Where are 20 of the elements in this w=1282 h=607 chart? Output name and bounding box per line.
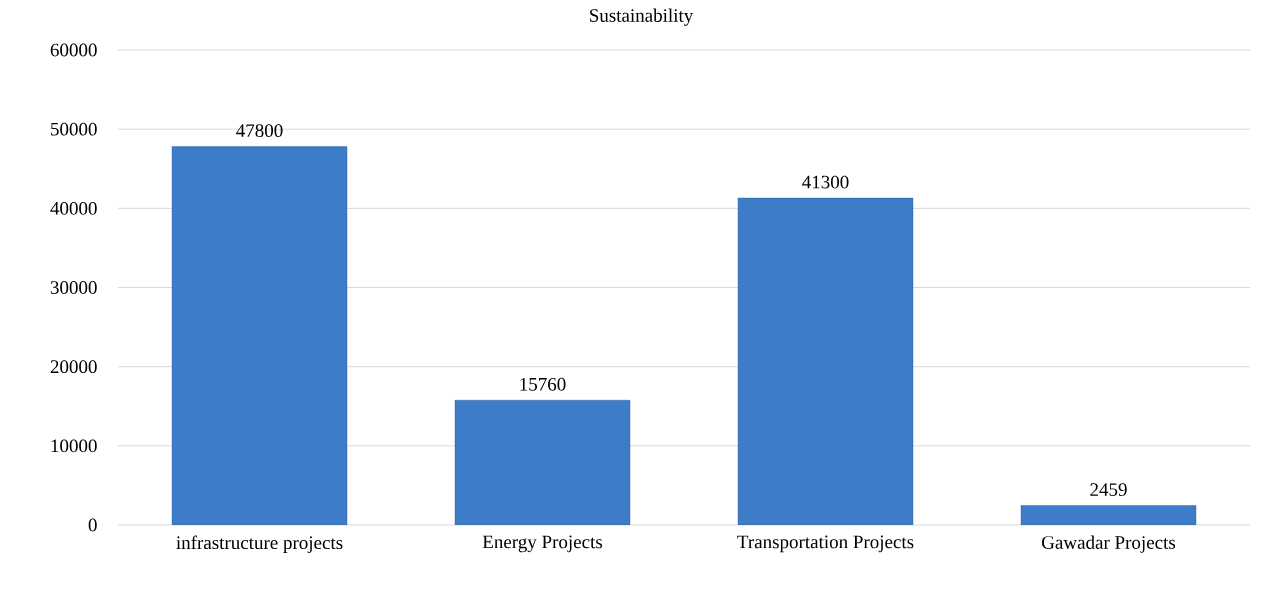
x-tick-label: infrastructure projects xyxy=(176,535,343,553)
y-tick-label: 50000 xyxy=(51,122,97,136)
y-tick-label: 60000 xyxy=(50,43,97,57)
bar xyxy=(1020,505,1197,525)
x-tick-label: Transportation Projects xyxy=(737,535,914,553)
data-label: 47800 xyxy=(236,124,283,138)
chart-title: Sustainability xyxy=(590,8,694,26)
data-label: 15760 xyxy=(520,377,566,391)
y-tick-label: 30000 xyxy=(50,281,97,294)
x-tick-label: Energy Projects xyxy=(482,535,603,553)
bar xyxy=(737,197,914,525)
data-label: 2459 xyxy=(1090,483,1127,496)
y-tick-label: 20000 xyxy=(50,360,97,374)
data-label: 41300 xyxy=(802,175,849,189)
y-tick-label: 40000 xyxy=(50,201,97,215)
y-tick-label: 10000 xyxy=(51,439,97,453)
y-tick-label: 0 xyxy=(88,518,97,532)
bar xyxy=(454,400,631,525)
x-tick-label: Gawadar Projects xyxy=(1042,535,1176,553)
bar xyxy=(171,146,348,525)
